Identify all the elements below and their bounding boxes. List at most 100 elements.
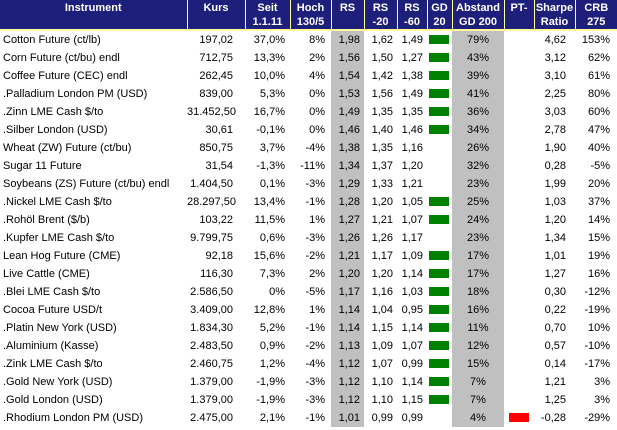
cell-gd20 <box>427 139 452 157</box>
cell-sharpe: 1,01 <box>544 250 566 262</box>
cell-rs20: 1,15 <box>371 322 393 334</box>
table-row: .Palladium London PM (USD) 839,00 5,3% 0% 1,… <box>0 85 617 103</box>
gd20-positive-bar-icon <box>429 70 449 80</box>
cell-kurs: 2.586,50 <box>190 286 233 298</box>
cell-hoch: -11% <box>300 160 325 172</box>
cell-rs60: 1,27 <box>401 52 423 64</box>
gd20-positive-bar-icon <box>429 322 449 332</box>
cell-rs60: 1,49 <box>401 34 423 46</box>
cell-sharpe: 1,27 <box>544 268 566 280</box>
cell-rs: 1,12 <box>331 373 364 391</box>
cell-rs60: 1,05 <box>401 196 423 208</box>
gd20-positive-bar-icon <box>429 214 449 224</box>
cell-instrument: .Gold London (USD) <box>3 394 103 406</box>
cell-pt <box>504 391 534 409</box>
cell-abstand: 12% <box>452 337 504 355</box>
table-row: .Gold New York (USD) 1.379,00 -1,9% -3% 1,12… <box>0 373 617 391</box>
cell-instrument: .Palladium London PM (USD) <box>3 88 148 100</box>
cell-rs60: 1,03 <box>401 286 423 298</box>
cell-rs: 1,01 <box>331 409 364 427</box>
cell-seit: 13,4% <box>253 196 285 208</box>
cell-rs: 1,28 <box>331 193 364 211</box>
cell-pt <box>504 67 534 85</box>
header-label: CRB <box>584 2 609 14</box>
cell-hoch: -4% <box>305 358 325 370</box>
cell-rs: 1,38 <box>331 139 364 157</box>
cell-rs: 1,56 <box>331 49 364 67</box>
cell-pt <box>504 373 534 391</box>
cell-gd20 <box>427 193 452 211</box>
header-kurs: Kurs <box>186 0 245 31</box>
cell-hoch: -5% <box>305 286 325 298</box>
cell-gd20 <box>427 103 452 121</box>
cell-crb: 3% <box>594 394 610 406</box>
cell-kurs: 3.409,00 <box>190 304 233 316</box>
cell-rs20: 1,35 <box>371 142 393 154</box>
cell-kurs: 92,18 <box>205 250 233 262</box>
table-row: .Zinn LME Cash $/to 31.452,50 16,7% 0% 1,49 1… <box>0 103 617 121</box>
cell-rs60: 1,17 <box>401 232 423 244</box>
pt-negative-bar-icon <box>509 412 529 422</box>
table-row: .Rohöl Brent ($/b) 103,22 11,5% 1% 1,27 1,21 1… <box>0 211 617 229</box>
cell-crb: -10% <box>584 340 610 352</box>
cell-rs20: 1,50 <box>371 52 393 64</box>
cell-gd20 <box>427 301 452 319</box>
table-row: Wheat (ZW) Future (ct/bu) 850,75 3,7% -4% 1,… <box>0 139 617 157</box>
gd20-positive-bar-icon <box>429 34 449 44</box>
cell-kurs: 850,75 <box>199 142 233 154</box>
cell-rs60: 1,21 <box>401 178 423 190</box>
cell-gd20 <box>427 373 452 391</box>
table-row: .Rhodium London PM (USD) 2.475,00 2,1% -1% 1… <box>0 409 617 427</box>
cell-gd20 <box>427 409 452 427</box>
cell-abstand: 4% <box>452 409 504 427</box>
cell-kurs: 116,30 <box>200 268 233 280</box>
cell-instrument: Wheat (ZW) Future (ct/bu) <box>3 142 132 154</box>
cell-rs60: 1,16 <box>401 142 423 154</box>
header-pt: PT- <box>503 0 534 31</box>
gd20-positive-bar-icon <box>429 286 449 296</box>
header-label: Abstand <box>456 2 500 14</box>
cell-rs60: 1,14 <box>401 322 423 334</box>
header-sharpe-ratio: Sharpe Ratio <box>533 0 575 31</box>
cell-gd20 <box>427 49 452 67</box>
cell-rs20: 1,17 <box>371 250 393 262</box>
cell-instrument: .Gold New York (USD) <box>3 376 113 388</box>
cell-seit: 5,2% <box>259 322 285 334</box>
cell-kurs: 1.404,50 <box>190 178 233 190</box>
cell-rs20: 1,42 <box>371 70 393 82</box>
cell-abstand: 16% <box>452 301 504 319</box>
header-hoch-130-5: Hoch 130/5 <box>289 0 331 31</box>
cell-sharpe: 1,90 <box>544 142 566 154</box>
cell-sharpe: 2,25 <box>544 88 566 100</box>
cell-sharpe: 3,12 <box>544 52 566 64</box>
cell-crb: -17% <box>584 358 610 370</box>
cell-kurs: 2.475,00 <box>190 412 233 424</box>
table-row: Sugar 11 Future 31,54 -1,3% -11% 1,34 1,37 1,2… <box>0 157 617 175</box>
cell-hoch: -2% <box>305 250 325 262</box>
cell-pt <box>504 157 534 175</box>
cell-hoch: 4% <box>309 70 325 82</box>
cell-gd20 <box>427 85 452 103</box>
cell-crb: -29% <box>584 412 610 424</box>
cell-sharpe: 0,14 <box>544 358 566 370</box>
cell-rs: 1,27 <box>331 211 364 229</box>
cell-pt <box>504 355 534 373</box>
cell-hoch: -1% <box>305 322 325 334</box>
cell-rs20: 1,09 <box>371 340 393 352</box>
cell-sharpe: 0,22 <box>544 304 566 316</box>
cell-rs20: 1,35 <box>371 106 393 118</box>
header-gd-20: GD 20 <box>426 0 452 31</box>
cell-rs60: 1,20 <box>401 160 423 172</box>
cell-crb: 16% <box>587 268 610 280</box>
cell-instrument: Soybeans (ZS) Future (ct/bu) endl <box>3 178 170 190</box>
cell-gd20 <box>427 283 452 301</box>
cell-gd20 <box>427 247 452 265</box>
cell-sharpe: 1,99 <box>544 178 566 190</box>
cell-pt <box>504 49 534 67</box>
cell-pt <box>504 337 534 355</box>
cell-hoch: 0% <box>309 88 325 100</box>
gd20-positive-bar-icon <box>429 376 449 386</box>
cell-crb: -12% <box>584 286 610 298</box>
cell-crb: 37% <box>587 196 610 208</box>
gd20-positive-bar-icon <box>429 358 449 368</box>
